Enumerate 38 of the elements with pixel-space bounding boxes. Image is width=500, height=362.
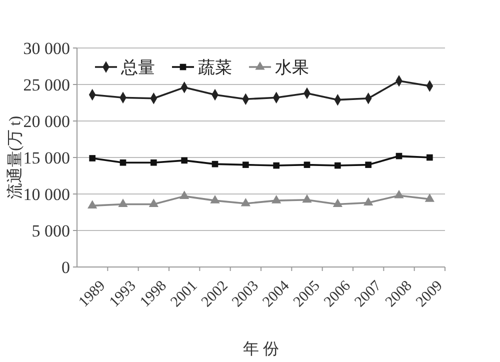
point bbox=[118, 198, 128, 207]
point bbox=[120, 159, 126, 166]
point bbox=[365, 162, 372, 168]
y-tick-label: 0 bbox=[62, 258, 70, 277]
x-tick-label: 2001 bbox=[168, 278, 201, 310]
legend-label: 水果 bbox=[275, 58, 309, 77]
point bbox=[212, 160, 218, 168]
y-tick-label: 20 000 bbox=[23, 112, 70, 131]
point bbox=[364, 197, 374, 206]
y-tick-label: 10 000 bbox=[23, 184, 70, 204]
point bbox=[88, 200, 98, 208]
point bbox=[304, 162, 310, 168]
point bbox=[240, 198, 250, 206]
y-tick-label: 5 000 bbox=[32, 221, 70, 240]
point bbox=[332, 198, 342, 207]
point bbox=[180, 190, 190, 199]
point bbox=[396, 152, 402, 160]
point bbox=[394, 190, 404, 198]
x-axis-title: 年 份 bbox=[243, 341, 279, 358]
point bbox=[302, 194, 312, 203]
y-tick-label: 25 000 bbox=[23, 75, 70, 94]
point bbox=[148, 198, 158, 207]
y-axis-title: 流通量(万 t) bbox=[6, 116, 24, 200]
point bbox=[89, 155, 96, 162]
x-tick-label: 1989 bbox=[76, 278, 109, 310]
y-tick-label: 30 000 bbox=[23, 38, 70, 58]
point bbox=[181, 157, 188, 164]
point bbox=[334, 162, 341, 169]
y-tick-label: 15 000 bbox=[23, 148, 70, 168]
point bbox=[150, 159, 157, 166]
point bbox=[242, 162, 249, 168]
point bbox=[424, 194, 434, 202]
legend-label: 总量 bbox=[120, 58, 155, 77]
point bbox=[273, 162, 280, 169]
point bbox=[426, 154, 433, 161]
point bbox=[210, 195, 220, 204]
point bbox=[272, 195, 282, 204]
legend-label: 蔬菜 bbox=[198, 58, 232, 77]
